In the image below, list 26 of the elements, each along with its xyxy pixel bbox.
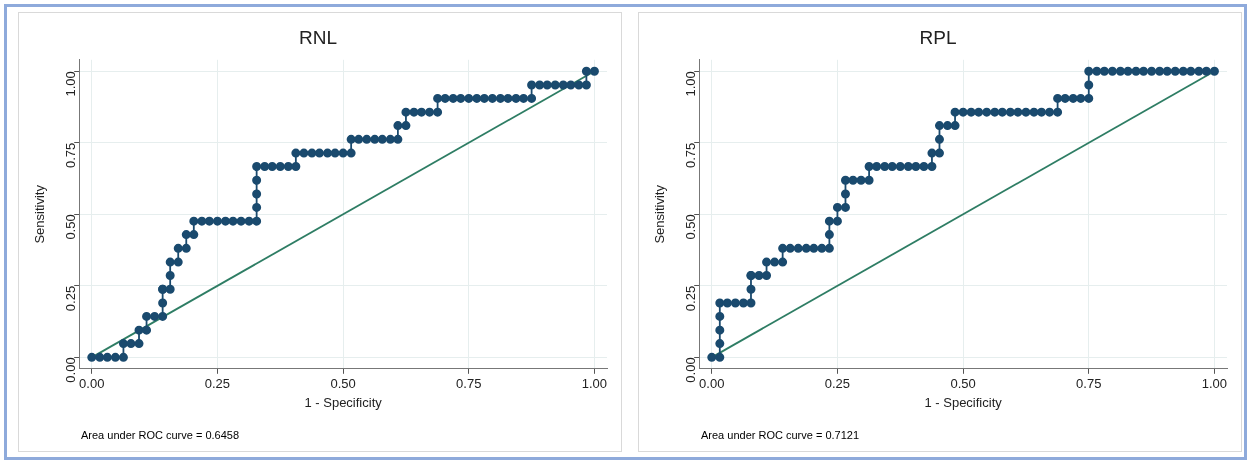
text: Area under ROC curve = 0.6458 — [81, 429, 240, 441]
x-tick-label: 1.00 — [1201, 376, 1228, 392]
y-tick-label: 0.50 — [62, 214, 78, 240]
x-tick-label: 1.00 — [581, 376, 608, 392]
chart-title: RPL — [919, 26, 957, 48]
x-tick-label: 0.50 — [330, 376, 356, 392]
y-axis-title: Sensitivity — [32, 184, 48, 244]
y-tick-label: 0.25 — [682, 285, 698, 312]
y-tick-label: 0.75 — [62, 142, 78, 169]
y-tick-label: 0.25 — [62, 285, 78, 312]
x-tick-label: 0.00 — [79, 376, 105, 392]
x-axis-title: 1 - Specificity — [304, 394, 383, 410]
y-axis-title: Sensitivity — [652, 184, 668, 244]
y-tick-label: 0.50 — [682, 214, 698, 240]
x-axis-title: 1 - Specificity — [924, 394, 1003, 410]
text: Area under ROC curve = 0.7121 — [701, 429, 860, 441]
x-tick-label: 0.75 — [1076, 376, 1102, 392]
y-tick-label: 0.75 — [682, 142, 698, 169]
y-tick-label: 1.00 — [62, 71, 78, 97]
x-tick-label: 0.25 — [204, 376, 231, 392]
x-tick-label: 0.00 — [699, 376, 725, 392]
x-tick-label: 0.50 — [950, 376, 976, 392]
x-tick-label: 0.25 — [824, 376, 851, 392]
chart-title: RNL — [298, 26, 338, 48]
x-tick-label: 0.75 — [456, 376, 482, 392]
y-tick-label: 1.00 — [682, 71, 698, 97]
